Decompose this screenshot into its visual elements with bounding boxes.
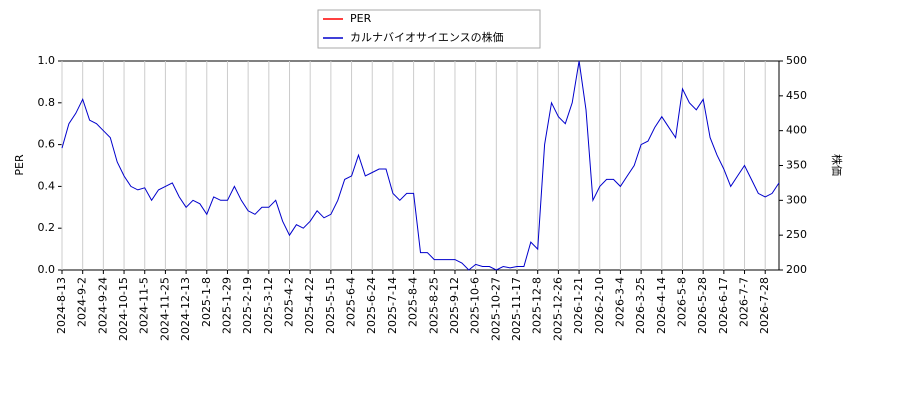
x-tick-label: 2025-8-25: [427, 277, 440, 334]
x-tick-label: 2026-6-17: [717, 277, 730, 334]
x-tick-label: 2025-11-17: [510, 277, 523, 341]
y2-tick-label: 500: [786, 54, 807, 67]
price-line: [61, 60, 780, 271]
x-tick-label: 2025-12-8: [531, 277, 544, 334]
x-tick-label: 2024-9-24: [96, 277, 109, 334]
x-tick-label: 2025-10-27: [489, 277, 502, 341]
x-tick-label: 2026-1-21: [572, 277, 585, 334]
legend-label: カルナバイオサイエンスの株価: [350, 30, 504, 44]
x-tick-label: 2025-10-6: [469, 277, 482, 334]
x-tick-label: 2024-11-5: [138, 277, 151, 334]
y-tick-label: 0.2: [38, 221, 56, 234]
x-tick-label: 2025-7-14: [386, 277, 399, 334]
x-tick-label: 2024-8-13: [55, 277, 68, 334]
x-tick-label: 2025-8-4: [407, 277, 420, 327]
x-tick-label: 2025-3-12: [262, 277, 275, 334]
x-tick-label: 2026-3-4: [613, 277, 626, 327]
y2-tick-label: 300: [786, 193, 807, 206]
y2-tick-label: 250: [786, 228, 807, 241]
x-tick-label: 2025-1-8: [200, 277, 213, 327]
y2-tick-label: 450: [786, 89, 807, 102]
x-tick-label: 2026-5-28: [696, 277, 709, 334]
x-tick-label: 2025-4-2: [283, 277, 296, 327]
x-tick-label: 2025-6-24: [365, 277, 378, 334]
plot-frame: [61, 60, 780, 271]
x-tick-label: 2024-11-25: [158, 277, 171, 341]
y-tick-label: 0.4: [38, 179, 56, 192]
x-tick-label: 2026-7-28: [758, 277, 771, 334]
y-tick-label: 1.0: [38, 54, 56, 67]
y2-tick-label: 400: [786, 124, 807, 137]
x-tick-label: 2025-4-22: [303, 277, 316, 334]
legend: [317, 9, 541, 49]
y-tick-label: 0.8: [38, 96, 56, 109]
legend-label: PER: [350, 12, 372, 25]
x-tick-label: 2025-5-15: [324, 277, 337, 334]
x-tick-label: 2025-12-26: [551, 277, 564, 341]
y2-axis-label: 株価: [830, 154, 844, 176]
x-tick-label: 2024-9-2: [76, 277, 89, 327]
x-tick-label: 2024-12-13: [179, 277, 192, 341]
y-tick-label: 0.6: [38, 138, 56, 151]
x-tick-label: 2026-2-10: [593, 277, 606, 334]
x-tick-label: 2024-10-15: [117, 277, 130, 341]
y2-tick-label: 350: [786, 159, 807, 172]
x-tick-label: 2026-4-14: [655, 277, 668, 334]
x-tick-label: 2026-3-25: [634, 277, 647, 334]
x-tick-label: 2025-6-4: [345, 277, 358, 327]
x-tick-label: 2025-2-19: [241, 277, 254, 334]
x-tick-label: 2026-7-7: [738, 277, 751, 327]
x-tick-label: 2025-1-29: [220, 277, 233, 334]
y2-tick-label: 200: [786, 263, 807, 276]
x-tick-label: 2025-9-12: [448, 277, 461, 334]
x-tick-label: 2026-5-8: [675, 277, 688, 327]
y-tick-label: 0.0: [38, 263, 56, 276]
y-axis-label: PER: [13, 154, 26, 176]
